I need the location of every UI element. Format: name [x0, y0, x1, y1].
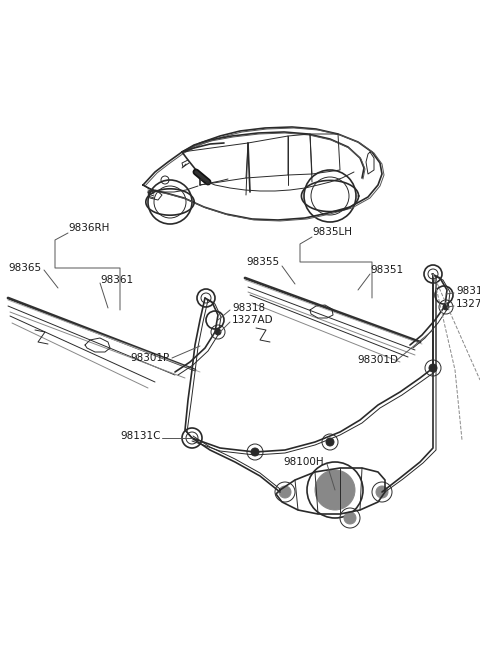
Text: 98100H: 98100H [283, 457, 324, 467]
Circle shape [443, 304, 449, 310]
Text: 98131C: 98131C [120, 431, 160, 441]
Text: 1327AD: 1327AD [456, 299, 480, 309]
Text: 9835LH: 9835LH [312, 227, 352, 237]
Circle shape [315, 470, 355, 510]
Text: 98361: 98361 [100, 275, 133, 285]
Text: 98355: 98355 [246, 257, 279, 267]
Text: 98318: 98318 [232, 303, 265, 313]
Circle shape [344, 512, 356, 524]
Text: 98365: 98365 [8, 263, 41, 273]
Circle shape [326, 438, 334, 446]
Circle shape [215, 329, 221, 335]
Text: 98318: 98318 [456, 286, 480, 296]
Circle shape [279, 486, 291, 498]
Circle shape [251, 448, 259, 456]
Text: 1327AD: 1327AD [232, 315, 274, 325]
Text: 9836RH: 9836RH [68, 223, 109, 233]
Circle shape [376, 486, 388, 498]
Text: 98301P: 98301P [130, 353, 169, 363]
Circle shape [429, 364, 437, 372]
Text: 98301D: 98301D [357, 355, 398, 365]
Text: 98351: 98351 [370, 265, 403, 275]
